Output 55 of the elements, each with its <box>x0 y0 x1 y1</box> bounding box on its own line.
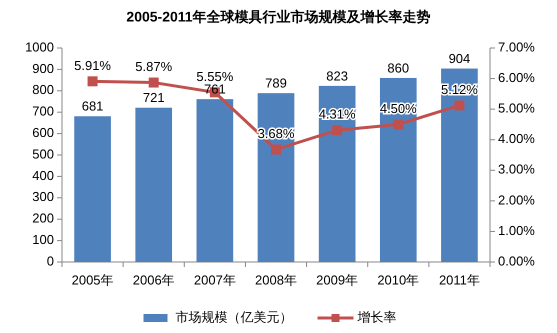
y-tick-label: 600 <box>32 125 54 140</box>
chart-title: 2005-2011年全球模具行业市场规模及增长率走势 <box>126 8 431 25</box>
bar <box>258 93 294 262</box>
point <box>271 144 281 154</box>
x-tick-label: 2008年 <box>255 272 297 288</box>
y-tick-label: 500 <box>32 146 54 162</box>
x-tick-label: 2010年 <box>377 272 420 288</box>
y-tick-label: 0 <box>46 253 54 268</box>
legend-label: 增长率 <box>356 309 396 324</box>
y-tick-label: 200 <box>32 210 54 226</box>
y2-tick-label: 2.00% <box>498 192 536 208</box>
data-label: 681 <box>82 98 104 114</box>
x-tick-label: 2011年 <box>438 272 480 288</box>
point <box>88 76 98 86</box>
data-label: 823 <box>326 68 348 84</box>
point <box>454 100 464 110</box>
data-label: 5.87% <box>135 58 173 74</box>
x-tick-label: 2009年 <box>316 272 358 288</box>
point <box>332 125 342 136</box>
bar <box>441 68 478 262</box>
y-tick-label: 100 <box>32 232 54 248</box>
y2-tick-label: 7.00% <box>498 39 536 54</box>
bar <box>380 78 417 262</box>
y2-tick-label: 6.00% <box>498 70 536 86</box>
data-label: 860 <box>387 60 410 76</box>
y2-tick-label: 5.00% <box>498 100 536 116</box>
y-tick-label: 400 <box>32 168 54 183</box>
y-tick-label: 1000 <box>25 39 54 54</box>
data-label: 789 <box>265 76 287 91</box>
point <box>148 78 159 88</box>
bar <box>318 86 356 262</box>
y2-tick-label: 4.00% <box>498 131 536 146</box>
data-label: 5.91% <box>74 58 112 73</box>
x-tick-label: 2007年 <box>194 272 236 288</box>
y-tick-label: 800 <box>32 82 54 98</box>
point <box>393 119 404 130</box>
y2-tick-label: 3.00% <box>498 162 536 177</box>
data-label: 5.55% <box>196 68 234 84</box>
x-tick-label: 2005年 <box>72 272 114 288</box>
bar <box>135 108 172 262</box>
data-label: 721 <box>142 90 165 106</box>
data-label: 5.12% <box>440 82 478 97</box>
legend-label: 市场规模（亿美元） <box>176 309 292 324</box>
data-label: 4.50% <box>380 100 418 116</box>
y-tick-label: 900 <box>32 60 54 76</box>
bar <box>74 116 111 262</box>
bar <box>196 99 234 262</box>
y2-tick-label: 0.00% <box>498 253 536 268</box>
y-tick-label: 700 <box>32 104 54 119</box>
data-label: 4.31% <box>318 106 356 122</box>
x-tick-label: 2006年 <box>132 272 175 288</box>
y-tick-label: 300 <box>32 189 54 204</box>
y2-tick-label: 1.00% <box>498 222 536 238</box>
data-label: 761 <box>204 82 226 97</box>
data-label: 904 <box>448 50 470 66</box>
